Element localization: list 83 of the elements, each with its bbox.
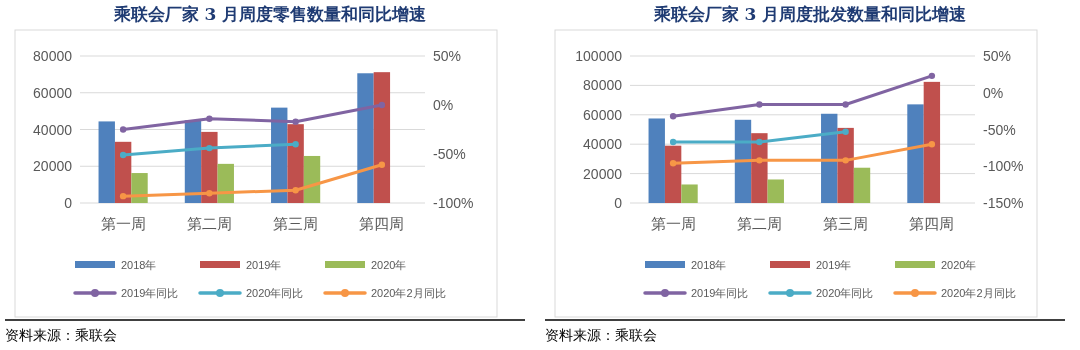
- x-tick-label: 第三周: [823, 215, 869, 232]
- y-tick-label: 40000: [583, 136, 623, 153]
- x-tick-label: 第三周: [273, 215, 319, 232]
- point: [928, 72, 936, 80]
- legend-label: 2020年: [371, 259, 407, 271]
- bar: [734, 119, 752, 203]
- point: [292, 118, 299, 125]
- point: [842, 157, 849, 164]
- y2-tick-label: -100%: [433, 195, 474, 211]
- legend-label: 2020年2月同比: [371, 287, 446, 299]
- legend-label: 2020年同比: [246, 287, 304, 299]
- bar: [821, 113, 838, 203]
- bar: [357, 73, 374, 203]
- bar: [648, 118, 665, 203]
- bar: [767, 179, 784, 203]
- text: 资料来源：乘联会: [5, 327, 117, 343]
- bar: [287, 124, 304, 203]
- legend-label: 2019年: [816, 259, 852, 271]
- y-tick-label: 100000: [575, 48, 623, 64]
- point: [842, 101, 849, 108]
- legend-label: 2020年同比: [816, 287, 874, 299]
- y2-tick-label: 0%: [983, 84, 1004, 101]
- bar: [217, 163, 234, 203]
- y2-tick-label: -100%: [983, 158, 1024, 175]
- point: [842, 128, 849, 135]
- y2-tick-label: -50%: [433, 146, 466, 162]
- point: [206, 115, 213, 122]
- bar: [303, 155, 321, 203]
- bar: [837, 127, 854, 203]
- y-tick-label: 40000: [33, 121, 73, 138]
- y-tick-label: 80000: [583, 77, 623, 94]
- point: [378, 101, 386, 109]
- bar: [664, 145, 682, 203]
- point: [292, 141, 299, 148]
- x-tick-label: 第四周: [359, 215, 405, 232]
- point: [119, 151, 127, 159]
- bar: [853, 167, 871, 203]
- point: [669, 113, 677, 120]
- y-tick-label: 20000: [33, 158, 73, 175]
- legend-label: 2019年同比: [121, 287, 179, 299]
- y2-tick-label: 50%: [983, 48, 1012, 64]
- x-tick-label: 第一周: [650, 215, 696, 232]
- point: [756, 157, 763, 164]
- bar: [131, 173, 148, 203]
- y-tick-label: 60000: [33, 84, 73, 101]
- legend-label: 2019年同比: [691, 287, 749, 299]
- x-tick-label: 第二周: [186, 215, 232, 232]
- point: [206, 190, 213, 197]
- y2-tick-label: -50%: [983, 121, 1016, 138]
- y2-tick-label: 0%: [433, 97, 454, 113]
- x-tick-label: 第四周: [909, 215, 955, 232]
- point: [756, 101, 763, 108]
- point: [119, 126, 127, 133]
- x-tick-label: 第一周: [100, 215, 146, 232]
- bar: [373, 72, 391, 203]
- y-tick-label: 0: [614, 195, 623, 211]
- bar: [907, 104, 924, 203]
- legend-label: 2019年: [246, 259, 282, 271]
- legend-label: 2018年: [121, 259, 157, 271]
- bar: [98, 121, 115, 203]
- point: [756, 138, 763, 146]
- y-tick-label: 80000: [33, 48, 73, 64]
- bar: [923, 81, 941, 203]
- legend-label: 2018年: [691, 259, 727, 271]
- y2-tick-label: -150%: [983, 195, 1024, 211]
- chart-title: 乘联会厂家 3 月周度批发数量和同比增速: [652, 4, 967, 24]
- y-tick-label: 60000: [583, 106, 623, 123]
- point: [206, 144, 213, 152]
- y-tick-label: 0: [64, 195, 73, 211]
- text: 资料来源：乘联会: [545, 327, 657, 343]
- point: [378, 161, 386, 168]
- point: [669, 138, 677, 146]
- point: [119, 192, 127, 200]
- point: [928, 141, 936, 148]
- legend-label: 2020年2月同比: [941, 287, 1016, 299]
- bar: [681, 184, 698, 203]
- y2-tick-label: 50%: [433, 48, 462, 64]
- chart-title: 乘联会厂家 3 月周度零售数量和同比增速: [112, 4, 427, 24]
- point: [292, 187, 299, 194]
- y-tick-label: 20000: [583, 165, 623, 182]
- x-tick-label: 第二周: [736, 215, 782, 232]
- point: [669, 160, 677, 167]
- legend-label: 2020年: [941, 259, 977, 271]
